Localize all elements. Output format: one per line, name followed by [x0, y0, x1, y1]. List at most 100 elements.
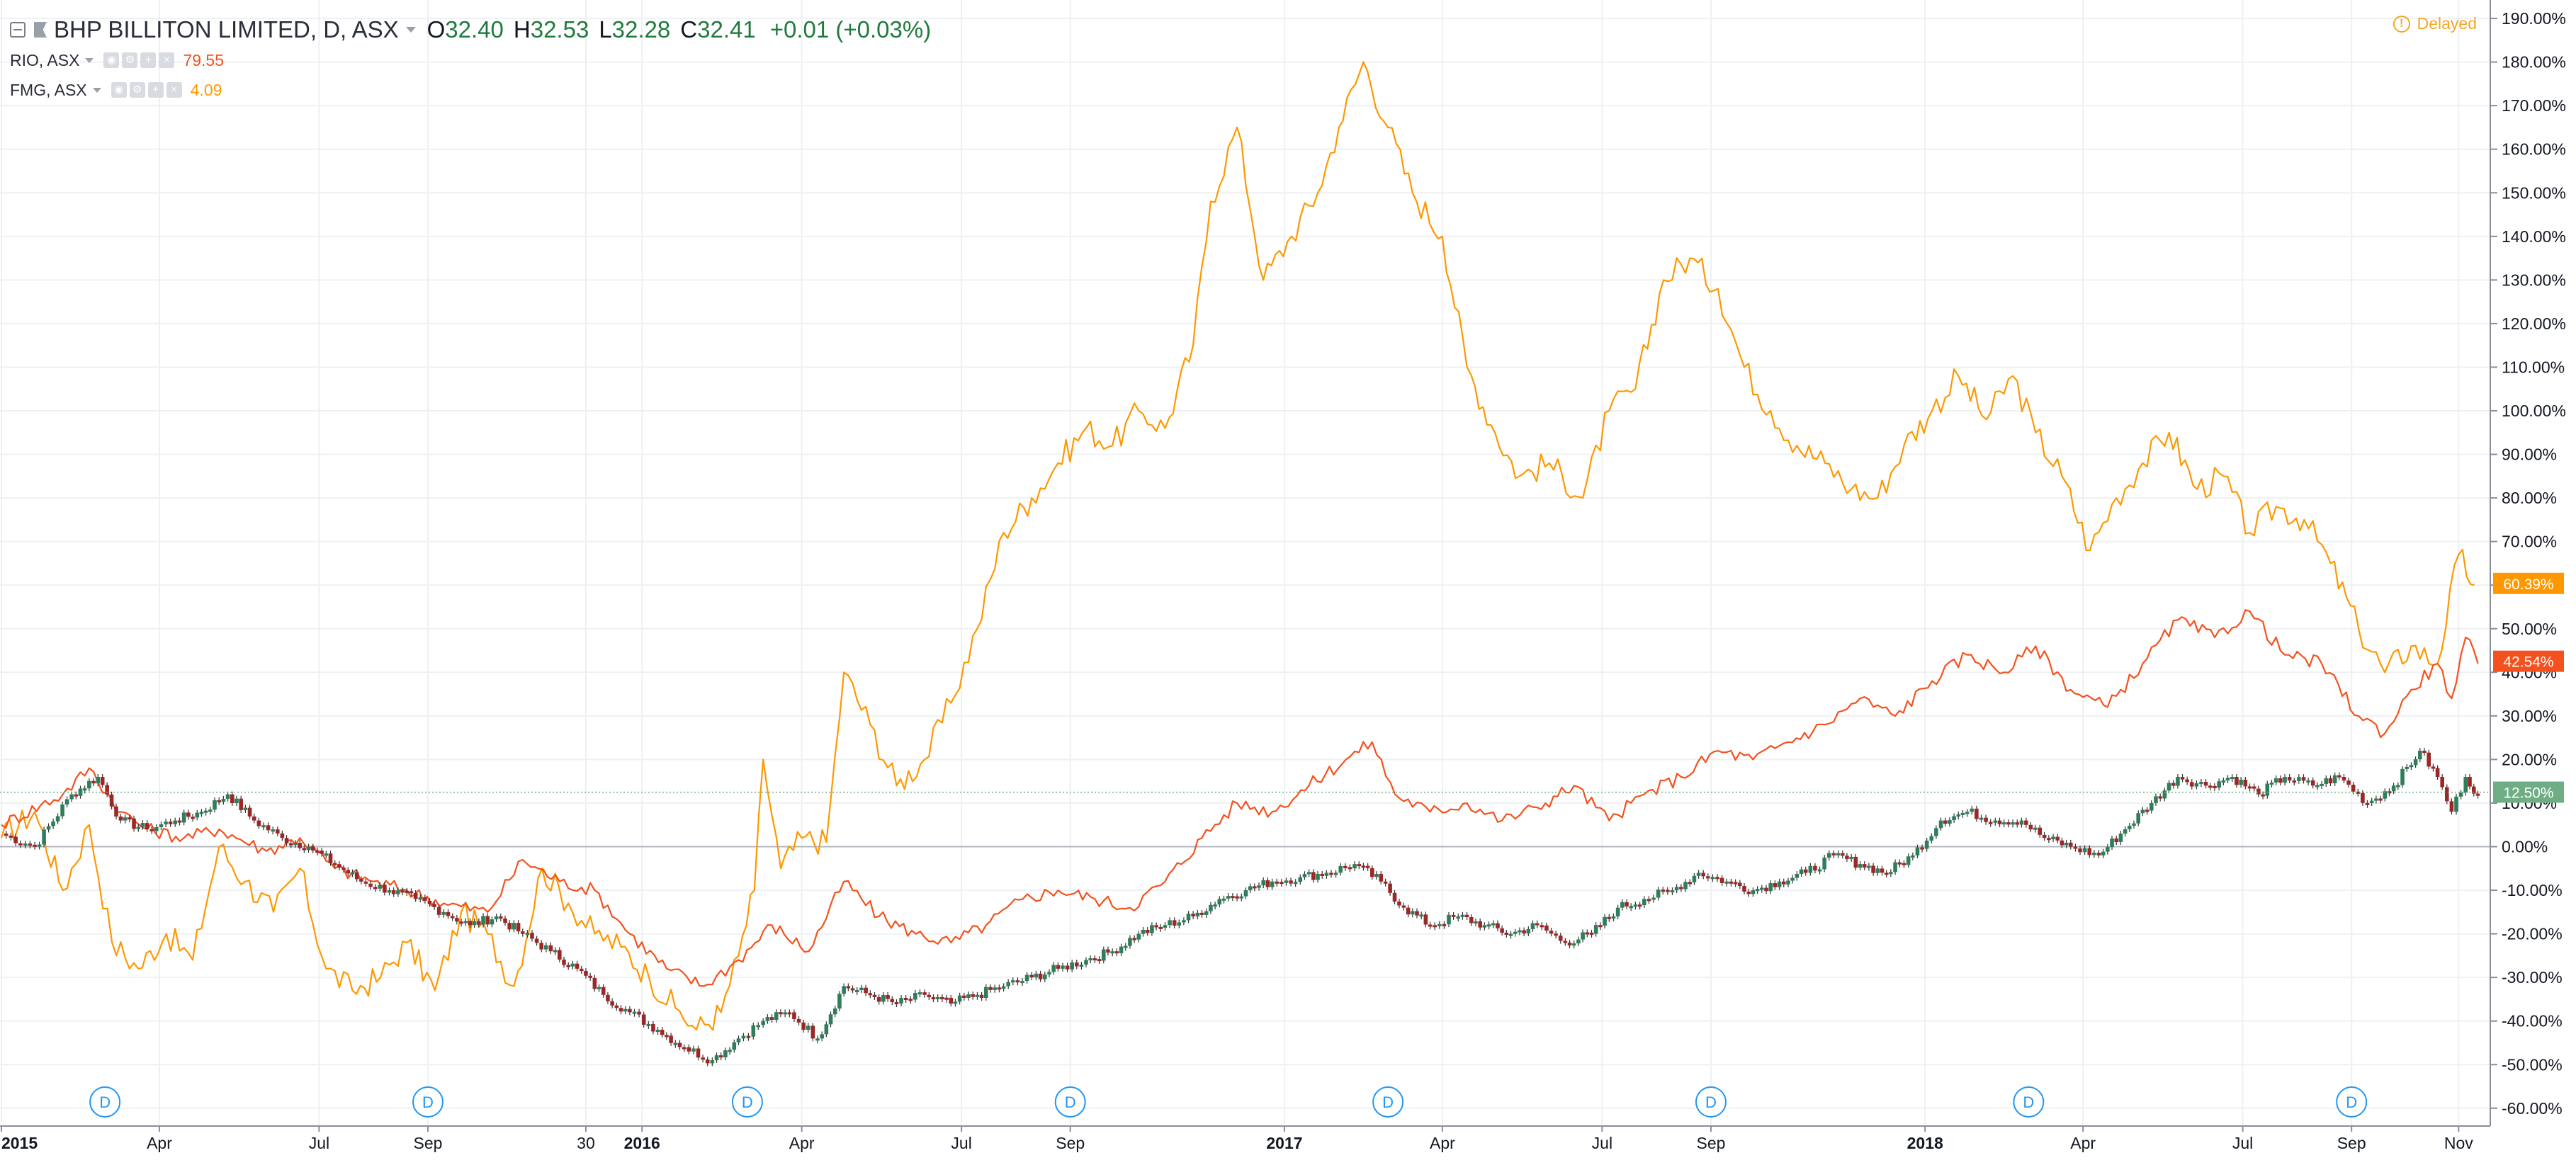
candle-body — [673, 1042, 678, 1045]
candle-body — [2171, 783, 2176, 786]
candle-body — [2261, 794, 2265, 797]
chevron-down-icon[interactable] — [405, 27, 416, 33]
candle-body — [1423, 914, 1428, 925]
gear-icon[interactable]: ⚙ — [122, 52, 138, 68]
candle-body — [213, 800, 217, 810]
candle-body — [881, 995, 886, 1002]
candle-body — [979, 994, 984, 998]
dividend-marker — [89, 1086, 121, 1118]
candle-body — [1688, 882, 1693, 885]
candle-body — [1397, 902, 1401, 906]
candle-body — [1243, 890, 1248, 897]
candle-body — [806, 1025, 810, 1030]
close-icon[interactable]: × — [166, 82, 182, 98]
eye-icon[interactable]: ◉ — [111, 82, 127, 98]
dividend-marker-label: D — [1065, 1093, 1076, 1111]
main-symbol-title[interactable]: BHP BILLITON LIMITED, D, ASX — [54, 16, 399, 42]
candle-body — [1906, 856, 1911, 865]
candle-body — [1092, 958, 1097, 961]
candle-body — [2475, 793, 2480, 796]
candle-body — [145, 823, 149, 829]
chart-legend: BHP BILLITON LIMITED, D, ASX O32.40 H32.… — [0, 0, 1417, 99]
comparison-lines — [0, 61, 2479, 1031]
candle-body — [665, 1035, 669, 1038]
y-tick-label: -60.00% — [2502, 1099, 2563, 1118]
candle-body — [2239, 779, 2243, 785]
dividend-marker — [1054, 1086, 1086, 1118]
candle-body — [2369, 800, 2374, 803]
y-tick-label: 130.00% — [2502, 271, 2566, 289]
gear-icon[interactable]: ⚙ — [129, 82, 145, 98]
candle-body — [2378, 798, 2383, 801]
candle-body — [997, 987, 1002, 990]
candle-body — [2028, 824, 2033, 830]
candle-body — [2409, 765, 2414, 768]
candle-body — [1163, 925, 1168, 928]
candle-body — [1442, 924, 1447, 926]
candle-body — [1813, 865, 1817, 871]
candle-body — [1633, 904, 1638, 907]
candle-body — [2006, 822, 2011, 825]
candle-body — [530, 933, 534, 939]
candle-body — [1379, 874, 1384, 882]
candle-body — [69, 794, 74, 800]
candle-body — [418, 897, 423, 900]
candle-body — [2092, 853, 2096, 856]
add-icon[interactable]: + — [147, 82, 164, 98]
candle-body — [1239, 896, 1244, 899]
main-symbol-row[interactable]: BHP BILLITON LIMITED, D, ASX O32.40 H32.… — [10, 13, 931, 47]
candle-body — [1696, 873, 1701, 876]
candle-body — [801, 1022, 806, 1030]
candle-body — [2055, 836, 2060, 841]
candle-body — [2082, 848, 2087, 853]
comparison-row-rio[interactable]: RIO, ASX ◉ ⚙ + × 79.55 — [10, 48, 224, 72]
candle-body — [787, 1012, 792, 1015]
time-axis[interactable]: 2015 Apr Jul Sep 30 2016 Apr Jul Sep 2017 Apr Jul Se… — [0, 1125, 2490, 1152]
candle-body — [1751, 890, 1756, 894]
candle-body — [1186, 914, 1191, 921]
comparison-symbol[interactable]: RIO, ASX — [10, 50, 80, 69]
candle-body — [2320, 783, 2324, 786]
candle-body — [632, 1011, 637, 1014]
candle-body — [221, 798, 226, 802]
candle-body — [2235, 777, 2239, 785]
comparison-symbol[interactable]: FMG, ASX — [10, 80, 87, 99]
x-tick-label: Sep — [1696, 1134, 1725, 1152]
candle-body — [1141, 930, 1146, 934]
candle-body — [993, 987, 997, 990]
candle-body — [1666, 890, 1670, 892]
candle-body — [736, 1038, 741, 1042]
candle-body — [2185, 779, 2189, 783]
add-icon[interactable]: + — [140, 52, 157, 68]
candle-body — [1235, 896, 1239, 899]
candle-body — [1808, 865, 1813, 873]
eye-icon[interactable]: ◉ — [103, 52, 120, 68]
x-tick-label: Jul — [1592, 1134, 1612, 1152]
chevron-down-icon[interactable] — [92, 87, 101, 93]
dividend-marker-label: D — [1705, 1093, 1717, 1111]
candle-body — [391, 890, 396, 894]
candle-body — [455, 918, 459, 922]
candle-body — [2413, 759, 2418, 766]
dividend-marker — [1695, 1086, 1727, 1118]
candle-body — [1209, 904, 1213, 911]
close-icon[interactable]: × — [159, 52, 175, 68]
candle-body — [1042, 974, 1047, 979]
candle-body — [2149, 802, 2154, 811]
candle-body — [1585, 932, 1590, 935]
collapse-legend-icon[interactable] — [10, 22, 26, 38]
candle-body — [1746, 891, 1751, 894]
candle-body — [2351, 784, 2356, 792]
candle-body — [405, 890, 409, 893]
chevron-down-icon[interactable] — [85, 57, 94, 63]
candle-body — [2019, 820, 2024, 825]
delayed-indicator[interactable]: ! Delayed — [2393, 14, 2477, 33]
candle-body — [23, 843, 28, 846]
candle-body — [610, 1001, 614, 1006]
candle-body — [1929, 836, 1934, 841]
candle-body — [481, 916, 485, 925]
candle-body — [363, 881, 368, 884]
comparison-row-fmg[interactable]: FMG, ASX ◉ ⚙ + × 4.09 — [10, 78, 222, 102]
